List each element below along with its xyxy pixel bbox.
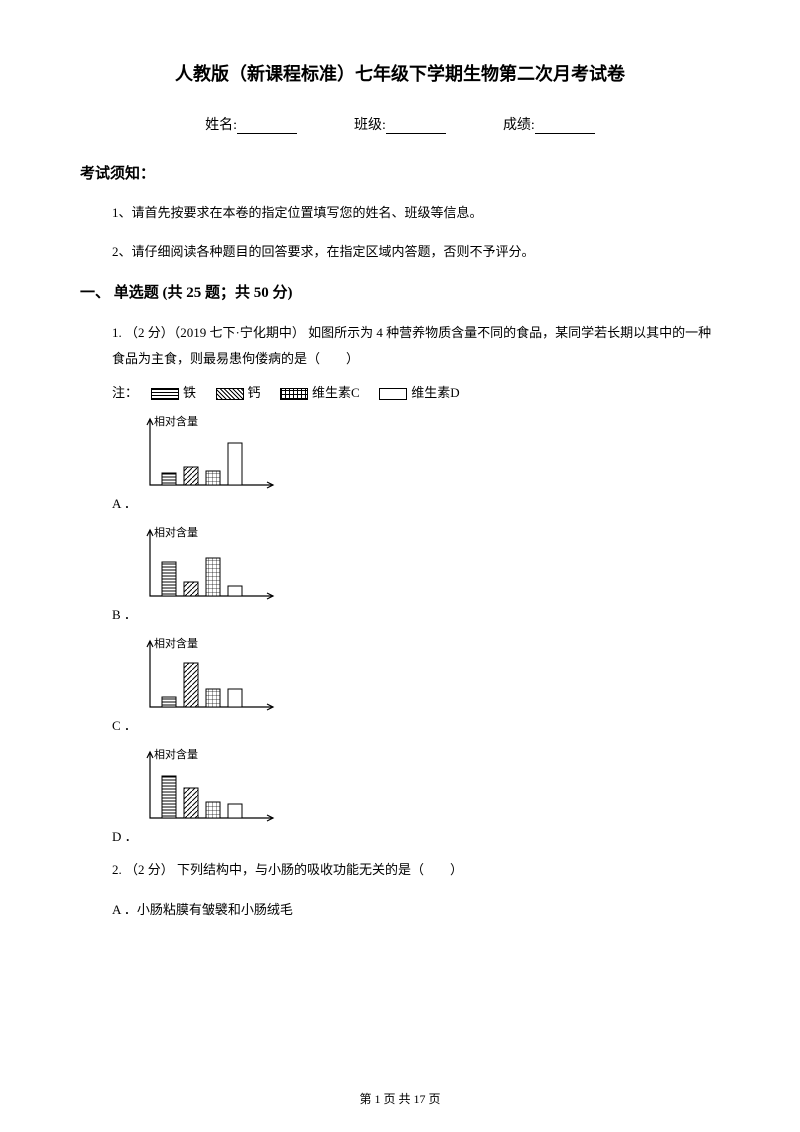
- option-c[interactable]: 相对含量 C ．: [112, 635, 720, 734]
- class-label: 班级:: [354, 118, 386, 133]
- chart-b: 相对含量: [132, 524, 277, 604]
- question-1: 1. （2 分）（2019 七下·宁化期中） 如图所示为 4 种营养物质含量不同…: [112, 320, 720, 372]
- option-a-label: A ．: [112, 496, 137, 511]
- legend-swatch-vitc: [280, 388, 308, 400]
- notice-item-2: 2、请仔细阅读各种题目的回答要求，在指定区域内答题，否则不予评分。: [112, 242, 720, 263]
- svg-text:相对含量: 相对含量: [154, 414, 198, 428]
- legend-label-vitc: 维生素C: [312, 385, 360, 400]
- name-blank[interactable]: [237, 120, 297, 134]
- option-d[interactable]: 相对含量 D ．: [112, 746, 720, 845]
- score-blank[interactable]: [535, 120, 595, 134]
- chart-d: 相对含量: [132, 746, 277, 826]
- option-c-label: C ．: [112, 718, 137, 733]
- chart-c: 相对含量: [132, 635, 277, 715]
- name-label: 姓名:: [205, 118, 237, 133]
- svg-text:相对含量: 相对含量: [154, 525, 198, 539]
- notice-item-1: 1、请首先按要求在本卷的指定位置填写您的姓名、班级等信息。: [112, 203, 720, 224]
- page-footer: 第 1 页 共 17 页: [0, 1090, 800, 1107]
- legend-swatch-iron: [151, 388, 179, 400]
- legend-prefix: 注：: [112, 385, 138, 400]
- svg-text:相对含量: 相对含量: [154, 636, 198, 650]
- score-label: 成绩:: [503, 118, 535, 133]
- class-blank[interactable]: [386, 120, 446, 134]
- chart-a: 相对含量: [132, 413, 277, 493]
- section-1-heading: 一、 单选题 (共 25 题；共 50 分): [80, 281, 720, 302]
- option-b-label: B ．: [112, 607, 137, 622]
- option-b[interactable]: 相对含量 B ．: [112, 524, 720, 623]
- legend-label-iron: 铁: [183, 385, 196, 400]
- legend-swatch-vitd: [379, 388, 407, 400]
- option-2a[interactable]: A ．小肠粘膜有皱襞和小肠绒毛: [112, 899, 720, 918]
- option-a[interactable]: 相对含量 A ．: [112, 413, 720, 512]
- student-info-row: 姓名: 班级: 成绩:: [80, 114, 720, 134]
- question-2: 2. （2 分） 下列结构中，与小肠的吸收功能无关的是（ ）: [112, 857, 720, 883]
- legend-label-calcium: 钙: [248, 385, 261, 400]
- page-title: 人教版（新课程标准）七年级下学期生物第二次月考试卷: [80, 60, 720, 86]
- notice-heading: 考试须知：: [80, 162, 720, 183]
- svg-text:相对含量: 相对含量: [154, 747, 198, 761]
- option-d-label: D ．: [112, 829, 138, 844]
- legend-label-vitd: 维生素D: [411, 385, 459, 400]
- legend-swatch-calcium: [216, 388, 244, 400]
- chart-legend: 注： 铁 钙 维生素C 维生素D: [112, 382, 720, 401]
